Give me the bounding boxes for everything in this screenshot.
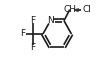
Text: Cl: Cl [82, 5, 90, 14]
Text: CH₂: CH₂ [63, 5, 79, 14]
Text: N: N [47, 16, 53, 25]
Text: F: F [30, 16, 35, 25]
Text: F: F [30, 43, 35, 52]
Text: F: F [20, 30, 26, 38]
